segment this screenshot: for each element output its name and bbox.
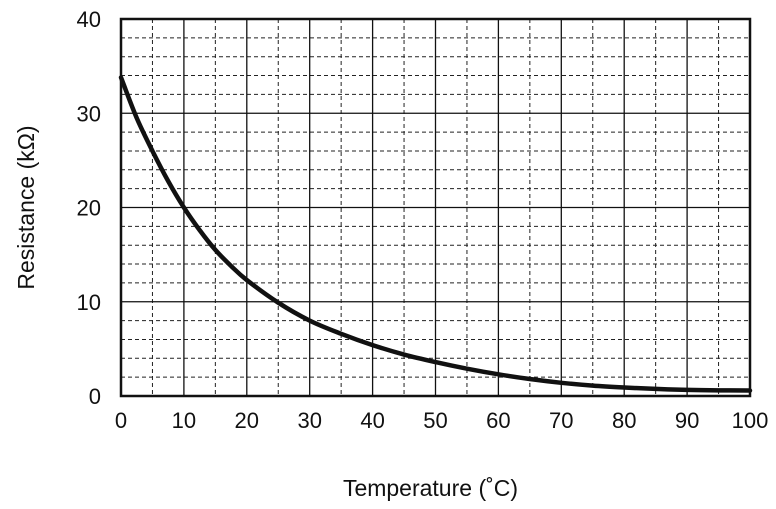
series-layer (118, 75, 753, 393)
x-tick-label: 30 (297, 408, 321, 433)
x-tick-label: 100 (732, 408, 769, 433)
x-tick-label: 90 (675, 408, 699, 433)
x-tick-label: 0 (115, 408, 127, 433)
x-tick-label: 60 (486, 408, 510, 433)
x-tick-label: 50 (423, 408, 447, 433)
x-tick-label: 70 (549, 408, 573, 433)
y-axis-title: Resistance (kΩ) (13, 125, 39, 289)
resistance-curve (118, 75, 753, 393)
plot-frame (119, 17, 752, 398)
y-tick-label: 0 (89, 384, 101, 409)
x-tick-label: 10 (172, 408, 196, 433)
x-tick-label: 40 (360, 408, 384, 433)
y-tick-label: 40 (77, 7, 101, 32)
y-tick-label: 30 (77, 101, 101, 126)
x-axis-tick-labels: 0 10 20 30 40 50 60 70 80 90 100 (115, 408, 768, 433)
x-tick-label: 80 (612, 408, 636, 433)
y-tick-label: 10 (77, 290, 101, 315)
x-axis-title: Temperature (˚C) (343, 475, 518, 501)
major-grid (121, 19, 750, 396)
y-tick-label: 20 (77, 196, 101, 221)
y-axis-tick-labels: 0 10 20 30 40 (77, 7, 101, 409)
x-tick-label: 20 (235, 408, 259, 433)
